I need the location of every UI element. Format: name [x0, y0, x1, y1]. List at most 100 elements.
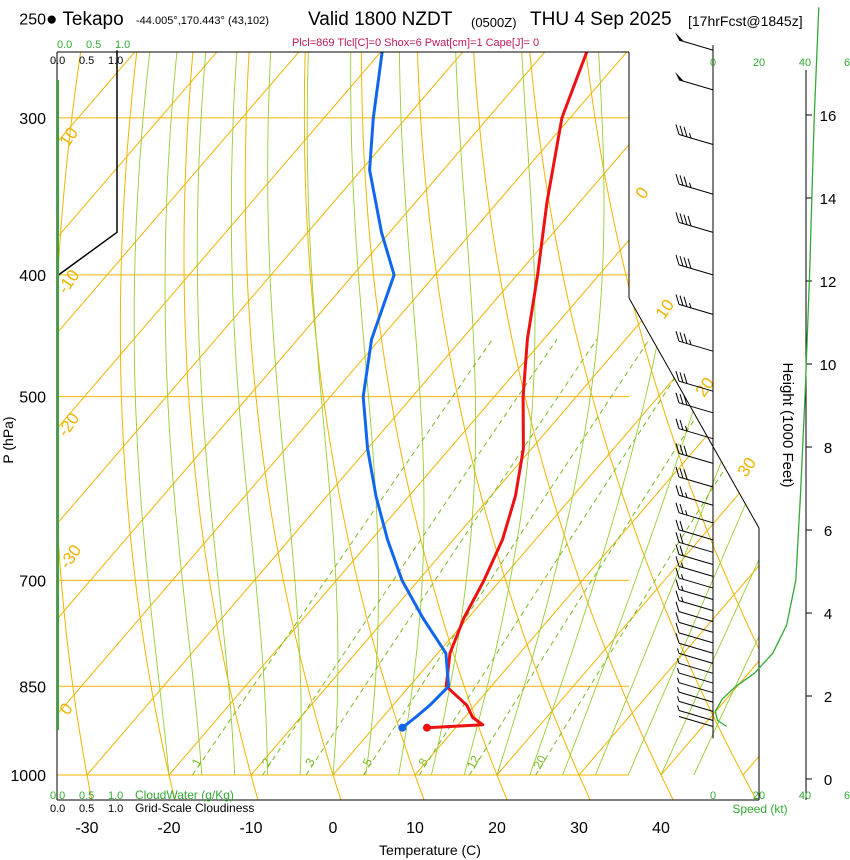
- speed-tick-top: 20: [753, 57, 765, 69]
- wind-barb-feather: [679, 503, 684, 515]
- wind-barb-half-feather: [689, 302, 692, 309]
- wind-barb-feather: [679, 175, 684, 186]
- wind-barb-feather: [675, 633, 680, 644]
- plot-frame-notch: [628, 297, 760, 529]
- dry-adiabat-line: [585, 52, 759, 651]
- dry-adiabat-line: [183, 52, 259, 800]
- dry-adiabat-line: [417, 52, 591, 800]
- dry-adiabat-line: [119, 52, 176, 800]
- wind-barb-staff: [678, 134, 714, 145]
- moist-adiabat-line: [230, 52, 268, 775]
- wind-barb-feather: [679, 468, 684, 479]
- valid-time: Valid 1800 NZDT: [308, 9, 453, 30]
- wind-barb: [678, 716, 714, 727]
- isotherm-line: [57, 52, 628, 716]
- wind-barb-staff: [678, 183, 714, 195]
- surface-temperature-marker: [422, 723, 431, 732]
- wind-barb-half-feather: [685, 425, 688, 432]
- mixing-ratio-line: [262, 338, 558, 776]
- wind-barb-feather: [683, 257, 688, 268]
- pressure-tick-label: 250: [19, 11, 46, 28]
- station-name: Tekapo: [62, 9, 124, 30]
- wind-barb: [675, 556, 714, 577]
- speed-tick-bottom: 20: [753, 790, 765, 802]
- wind-barb-half-feather: [677, 648, 680, 654]
- dry-adiabat-line: [57, 52, 93, 800]
- cloudiness-tick-bottom: 1.0: [108, 803, 123, 815]
- temperature-tick-label: 40: [652, 820, 670, 837]
- wind-barb-feather: [679, 393, 684, 405]
- mixing-ratio-line: [469, 338, 747, 776]
- wind-barb: [677, 648, 714, 664]
- wind-barb-feather: [675, 601, 680, 612]
- wind-barb-staff: [678, 380, 714, 392]
- wind-barb-half-feather: [677, 658, 680, 664]
- isotherm-label: 10: [56, 124, 82, 150]
- cloudwater-axis-label: CloudWater (g/Kg): [135, 788, 234, 802]
- y-axis-title: P (hPa): [0, 416, 16, 463]
- wind-barb: [677, 677, 714, 694]
- wind-barb-flag: [675, 32, 684, 42]
- isotherm-line: [57, 52, 300, 334]
- wind-barb-feather: [675, 331, 680, 342]
- wind-barb-feather: [679, 295, 684, 306]
- wind-barb-staff: [678, 672, 714, 684]
- temperature-tick-label: -30: [75, 820, 98, 837]
- wind-barb-staff: [678, 682, 714, 694]
- temperature-tick-label: 20: [488, 820, 506, 837]
- wind-barb-staff: [678, 691, 714, 703]
- wind-barb-staff: [678, 588, 714, 600]
- height-tick-label: 14: [820, 191, 837, 208]
- wind-barb-staff: [678, 79, 714, 91]
- wind-barb: [675, 212, 714, 233]
- wind-barb-half-feather: [689, 339, 692, 345]
- wind-barb-feather: [675, 418, 680, 429]
- wind-barb-half-feather: [681, 596, 684, 603]
- wind-barb: [675, 124, 714, 145]
- pressure-tick-label: 400: [19, 268, 46, 285]
- temperature-tick-label: 30: [570, 820, 588, 837]
- wind-barb: [677, 696, 714, 712]
- mixing-ratio-line: [363, 338, 650, 776]
- cloudwater-tick-bottom: 0.0: [50, 790, 65, 802]
- wind-barb-feather: [679, 255, 684, 267]
- wind-barb: [677, 667, 714, 684]
- temperature-tick-label: -10: [239, 820, 262, 837]
- wind-barb-feather: [679, 213, 684, 224]
- dry-adiabat-line: [529, 52, 757, 800]
- wind-barb-staff: [678, 494, 714, 506]
- dry-adiabat-line: [244, 52, 342, 800]
- wind-barb: [675, 71, 714, 91]
- pressure-tick-label: 500: [19, 390, 46, 407]
- cloudiness-axis-label: Grid-Scale Cloudiness: [135, 801, 254, 815]
- wind-barb-staff: [678, 577, 714, 589]
- wind-barb-feather: [675, 254, 680, 266]
- cloudwater-tick-bottom: 0.5: [79, 790, 94, 802]
- wind-barb-feather: [675, 579, 680, 590]
- wind-barb-staff: [678, 340, 714, 352]
- wind-barb-staff: [678, 662, 714, 674]
- speed-tick-bottom-extra: 6: [844, 790, 850, 802]
- wind-barb: [675, 633, 714, 654]
- wind-barb-staff: [678, 632, 714, 644]
- zulu-time: (0500Z): [471, 15, 517, 30]
- wind-barb-feather: [683, 333, 688, 344]
- isotherm-line: [57, 52, 546, 620]
- wind-barb-feather: [687, 215, 692, 227]
- wind-barb-half-feather: [677, 705, 680, 711]
- height-tick-label: 8: [824, 440, 832, 457]
- wind-barb-feather: [679, 444, 684, 455]
- wind-barb-feather: [683, 296, 688, 307]
- moist-adiabat-line: [196, 52, 236, 776]
- wind-barb-staff: [678, 700, 714, 712]
- wind-barb-staff: [678, 512, 714, 524]
- wind-barb-staff: [678, 565, 714, 577]
- wind-barb-feather: [675, 612, 680, 623]
- wind-barb-staff: [678, 452, 714, 464]
- wind-barb-feather: [683, 214, 688, 225]
- cloudwater-tick-top: 0.5: [86, 39, 101, 51]
- wind-barb-feather: [675, 466, 680, 478]
- forecast-info: [17hrFcst@1845z]: [688, 13, 803, 29]
